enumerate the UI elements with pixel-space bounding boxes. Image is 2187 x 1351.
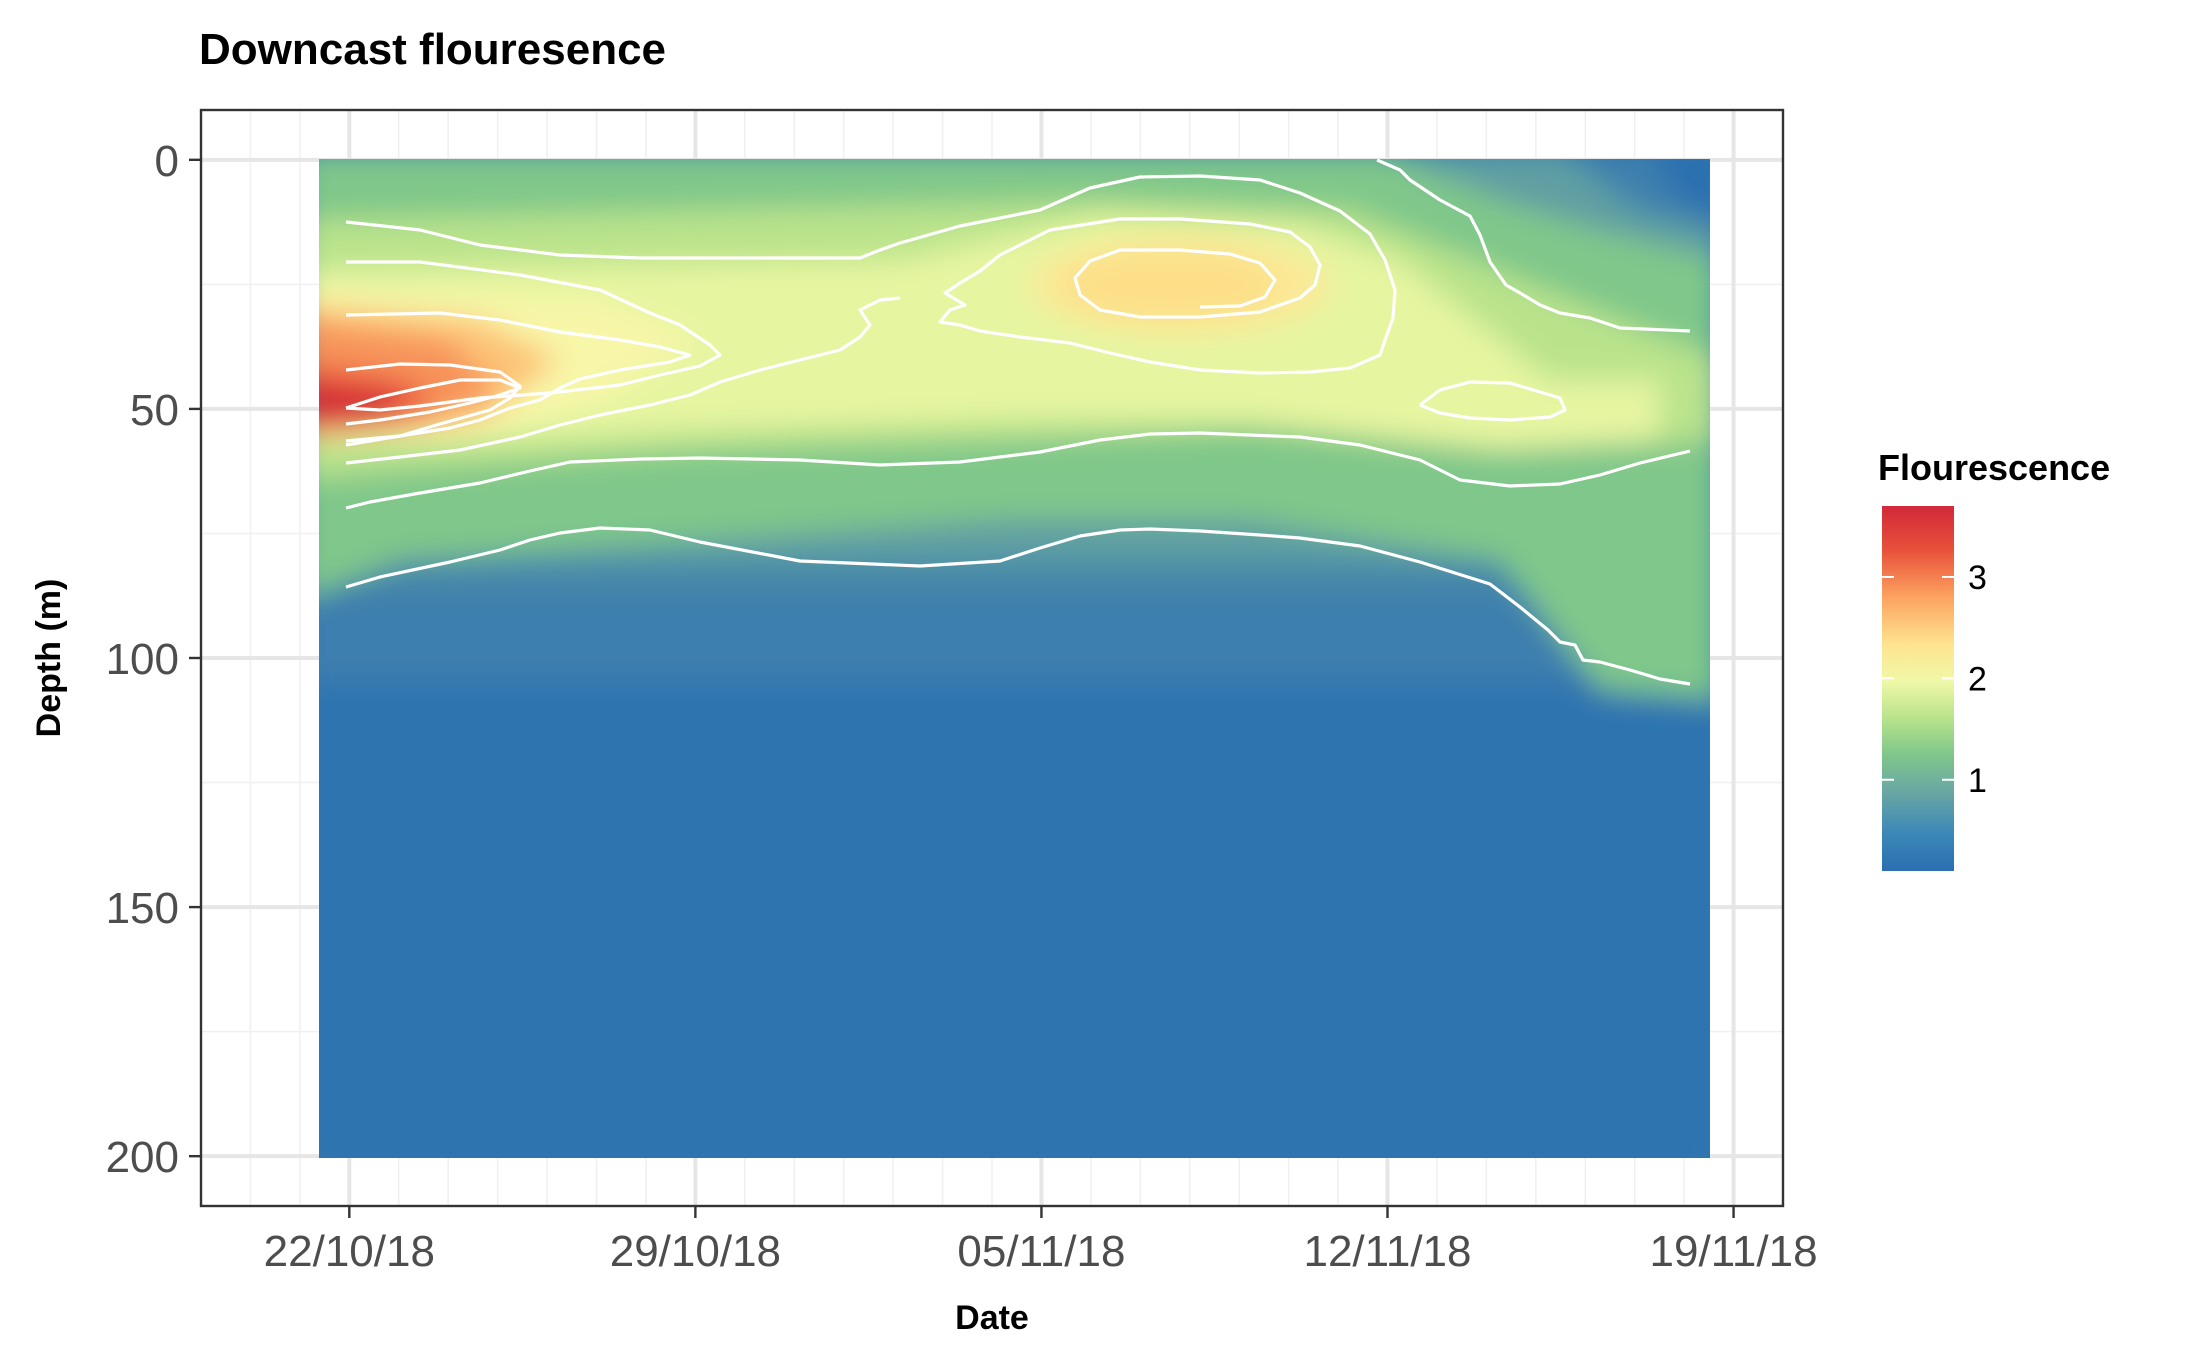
y-tick-label: 200 bbox=[106, 1133, 179, 1182]
legend-tick-label: 2 bbox=[1968, 660, 1987, 698]
contour-line bbox=[345, 431, 1691, 510]
chart-title: Downcast flouresence bbox=[199, 25, 666, 74]
contour-line bbox=[345, 296, 901, 465]
contour-line bbox=[1376, 158, 1691, 333]
contour-lines bbox=[345, 158, 1691, 686]
contour-line bbox=[345, 362, 522, 447]
x-tick-label: 29/10/18 bbox=[610, 1227, 781, 1276]
legend-ticks: 1 2 3 bbox=[1882, 559, 1987, 800]
contour-line bbox=[345, 260, 722, 412]
contour-line bbox=[345, 378, 522, 426]
contour-line bbox=[1419, 380, 1567, 422]
contour-line bbox=[345, 311, 692, 443]
y-axis: 0 50 100 150 200 bbox=[106, 137, 201, 1182]
legend-title: Flourescence bbox=[1878, 447, 2110, 488]
legend: Flourescence 1 2 3 bbox=[1878, 447, 2110, 871]
heatmap-field bbox=[319, 159, 1710, 1158]
x-tick-label: 19/11/18 bbox=[1650, 1227, 1818, 1276]
x-axis: 22/10/18 29/10/18 05/11/18 12/11/18 19/11/18 bbox=[264, 1206, 1818, 1276]
legend-colorbar bbox=[1882, 506, 1954, 871]
x-tick-label: 22/10/18 bbox=[264, 1227, 435, 1276]
legend-tick-label: 1 bbox=[1968, 762, 1987, 800]
y-tick-label: 150 bbox=[106, 884, 179, 933]
y-tick-label: 100 bbox=[106, 635, 179, 684]
y-tick-label: 50 bbox=[130, 386, 179, 435]
legend-tick-label: 3 bbox=[1968, 559, 1987, 597]
y-tick-label: 0 bbox=[155, 137, 179, 186]
contour-line bbox=[345, 174, 1397, 375]
x-axis-title: Date bbox=[955, 1299, 1029, 1337]
contour-line bbox=[345, 526, 1691, 686]
x-tick-label: 12/11/18 bbox=[1303, 1227, 1471, 1276]
x-tick-label: 05/11/18 bbox=[957, 1227, 1125, 1276]
y-axis-title: Depth (m) bbox=[30, 579, 68, 738]
